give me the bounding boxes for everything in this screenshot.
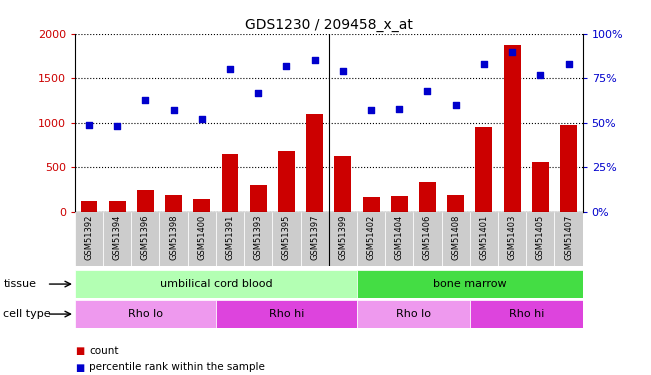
- Bar: [391, 196, 408, 212]
- Bar: [132, 212, 159, 266]
- Text: Rho hi: Rho hi: [269, 309, 304, 319]
- Text: Rho lo: Rho lo: [128, 309, 163, 319]
- Bar: [187, 212, 216, 266]
- Text: tissue: tissue: [3, 279, 36, 289]
- Bar: [165, 195, 182, 212]
- Bar: [109, 201, 126, 212]
- Point: [281, 63, 292, 69]
- Point: [253, 90, 264, 96]
- Bar: [447, 195, 464, 212]
- Text: GSM51407: GSM51407: [564, 214, 573, 260]
- Point: [563, 61, 574, 67]
- Text: GSM51391: GSM51391: [225, 214, 234, 260]
- Point: [112, 123, 122, 129]
- Point: [422, 88, 433, 94]
- Bar: [526, 212, 555, 266]
- Text: GSM51397: GSM51397: [310, 214, 319, 260]
- Text: count: count: [89, 346, 118, 355]
- Text: GSM51394: GSM51394: [113, 214, 122, 260]
- Point: [84, 122, 94, 128]
- Text: GSM51393: GSM51393: [254, 214, 263, 260]
- Bar: [470, 300, 583, 328]
- Bar: [363, 197, 380, 212]
- Bar: [504, 45, 521, 212]
- Bar: [81, 201, 98, 212]
- Bar: [441, 212, 470, 266]
- Bar: [301, 212, 329, 266]
- Point: [225, 66, 235, 72]
- Text: percentile rank within the sample: percentile rank within the sample: [89, 363, 265, 372]
- Point: [169, 107, 179, 113]
- Bar: [475, 127, 492, 212]
- Point: [507, 49, 518, 55]
- Text: GSM51404: GSM51404: [395, 214, 404, 260]
- Bar: [385, 212, 413, 266]
- Bar: [278, 151, 295, 212]
- Bar: [419, 182, 436, 212]
- Text: ■: ■: [75, 363, 84, 372]
- Text: GSM51399: GSM51399: [339, 214, 348, 260]
- Bar: [221, 154, 238, 212]
- Bar: [413, 212, 441, 266]
- Text: cell type: cell type: [3, 309, 51, 319]
- Text: GSM51400: GSM51400: [197, 214, 206, 260]
- Point: [478, 61, 489, 67]
- Bar: [216, 212, 244, 266]
- Bar: [75, 212, 103, 266]
- Bar: [193, 198, 210, 212]
- Bar: [357, 270, 583, 298]
- Bar: [250, 185, 267, 212]
- Text: GSM51398: GSM51398: [169, 214, 178, 260]
- Point: [197, 116, 207, 122]
- Bar: [357, 300, 470, 328]
- Point: [450, 102, 461, 108]
- Bar: [560, 125, 577, 212]
- Text: GSM51401: GSM51401: [479, 214, 488, 260]
- Point: [366, 107, 376, 113]
- Text: Rho hi: Rho hi: [508, 309, 544, 319]
- Text: GDS1230 / 209458_x_at: GDS1230 / 209458_x_at: [245, 18, 413, 32]
- Text: Rho lo: Rho lo: [396, 309, 431, 319]
- Bar: [306, 114, 323, 212]
- Point: [338, 68, 348, 74]
- Point: [309, 57, 320, 63]
- Bar: [216, 300, 357, 328]
- Bar: [103, 212, 132, 266]
- Text: bone marrow: bone marrow: [433, 279, 506, 289]
- Point: [535, 72, 546, 78]
- Point: [140, 97, 150, 103]
- Bar: [272, 212, 301, 266]
- Bar: [498, 212, 526, 266]
- Text: GSM51395: GSM51395: [282, 214, 291, 260]
- Bar: [357, 212, 385, 266]
- Text: GSM51403: GSM51403: [508, 214, 517, 260]
- Bar: [470, 212, 498, 266]
- Text: GSM51396: GSM51396: [141, 214, 150, 260]
- Bar: [75, 300, 216, 328]
- Text: GSM51392: GSM51392: [85, 214, 94, 260]
- Bar: [75, 270, 357, 298]
- Bar: [244, 212, 272, 266]
- Bar: [159, 212, 187, 266]
- Bar: [137, 190, 154, 212]
- Text: GSM51402: GSM51402: [367, 214, 376, 260]
- Text: umbilical cord blood: umbilical cord blood: [159, 279, 272, 289]
- Bar: [532, 162, 549, 212]
- Bar: [329, 212, 357, 266]
- Text: ■: ■: [75, 346, 84, 355]
- Text: GSM51408: GSM51408: [451, 214, 460, 260]
- Text: GSM51405: GSM51405: [536, 214, 545, 260]
- Bar: [555, 212, 583, 266]
- Bar: [335, 156, 352, 212]
- Text: GSM51406: GSM51406: [423, 214, 432, 260]
- Point: [394, 106, 404, 112]
